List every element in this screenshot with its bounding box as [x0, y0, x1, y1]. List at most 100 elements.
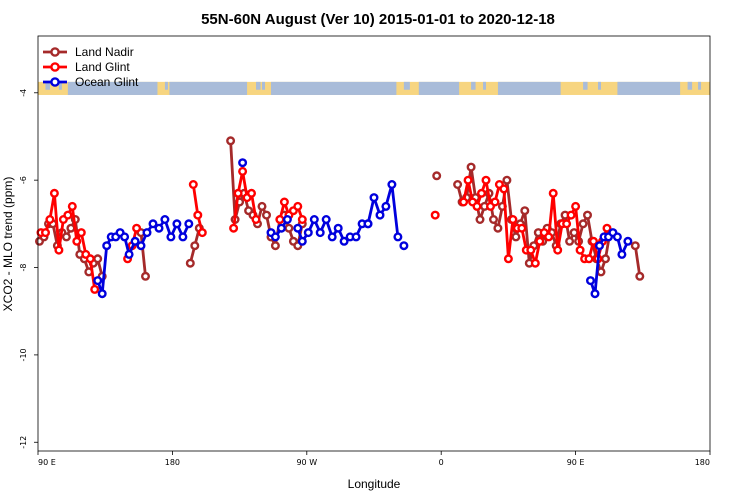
x-tick-label: 180	[165, 458, 180, 467]
series-layer	[35, 136, 645, 299]
data-point	[140, 271, 150, 281]
strip-ocean-speck	[45, 81, 50, 90]
data-point	[160, 214, 170, 224]
data-point	[612, 232, 622, 242]
data-point	[154, 223, 164, 233]
data-point	[490, 197, 500, 207]
data-point	[130, 236, 140, 246]
data-point	[124, 249, 134, 259]
data-point	[61, 232, 71, 242]
data-point	[72, 236, 82, 246]
land-ocean-strip	[38, 81, 710, 95]
data-point	[459, 197, 469, 207]
y-tick-label: -4	[19, 89, 28, 97]
data-point	[279, 197, 289, 207]
data-point	[544, 232, 554, 242]
data-point	[315, 228, 325, 238]
legend-item: Land Glint	[43, 60, 130, 74]
data-point	[136, 241, 146, 251]
data-point	[262, 210, 272, 220]
data-point	[142, 228, 152, 238]
y-axis: -4 -6 -8 -10 -12	[19, 89, 38, 449]
data-point	[477, 188, 487, 198]
data-point	[226, 136, 236, 146]
data-point	[293, 201, 303, 211]
data-point	[270, 241, 280, 251]
data-point	[85, 254, 95, 264]
data-point	[430, 210, 440, 220]
strip-ocean-band	[67, 81, 158, 95]
data-point	[502, 175, 512, 185]
series-line	[366, 183, 400, 238]
chart-title: 55N-60N August (Ver 10) 2015-01-01 to 20…	[201, 11, 555, 28]
data-point	[369, 193, 379, 203]
data-point	[321, 214, 331, 224]
x-tick-label: 90 E	[567, 458, 585, 467]
data-point	[466, 162, 476, 172]
x-axis-label: Longitude	[348, 477, 401, 491]
strip-ocean-speck	[698, 81, 702, 90]
data-point	[575, 245, 585, 255]
data-point	[132, 223, 142, 233]
data-point	[472, 201, 482, 211]
data-point	[188, 179, 198, 189]
data-point	[520, 206, 530, 216]
data-point	[586, 276, 596, 286]
data-point	[297, 214, 307, 224]
strip-ocean-speck	[483, 81, 487, 90]
data-point	[635, 271, 645, 281]
data-point	[63, 210, 73, 220]
data-point	[45, 214, 55, 224]
data-point	[54, 245, 64, 255]
data-point	[333, 223, 343, 233]
data-point	[339, 236, 349, 246]
data-point	[499, 184, 509, 194]
legend-swatch-marker	[50, 62, 60, 72]
data-point	[251, 214, 261, 224]
strip-ocean-speck	[58, 81, 62, 90]
data-point	[197, 228, 207, 238]
data-point	[303, 228, 313, 238]
data-point	[463, 175, 473, 185]
strip-ocean-speck	[687, 81, 693, 90]
data-point	[508, 214, 518, 224]
data-point	[481, 175, 491, 185]
data-point	[623, 236, 633, 246]
data-point	[93, 254, 103, 264]
data-point	[49, 188, 59, 198]
data-point	[93, 276, 103, 286]
data-point	[238, 166, 248, 176]
data-point	[393, 232, 403, 242]
strip-ocean-band	[169, 81, 248, 95]
x-axis: 90 E 180 90 W 0 90 E 180	[37, 451, 711, 467]
data-point	[571, 201, 581, 211]
series-line	[139, 232, 147, 277]
data-point	[363, 219, 373, 229]
data-point	[293, 223, 303, 233]
data-point	[553, 245, 563, 255]
data-point	[120, 232, 130, 242]
y-tick-label: -12	[19, 436, 28, 449]
data-point	[246, 188, 256, 198]
strip-ocean-speck	[583, 81, 588, 90]
legend-label: Ocean Glint	[75, 75, 139, 89]
data-point	[565, 236, 575, 246]
data-point	[327, 232, 337, 242]
series-line	[633, 245, 642, 277]
x-tick-label: 90 W	[296, 458, 317, 467]
data-point	[399, 241, 409, 251]
y-tick-label: -6	[19, 176, 28, 184]
data-point	[238, 158, 248, 168]
data-point	[351, 232, 361, 242]
data-point	[41, 228, 51, 238]
x-tick-label: 180	[695, 458, 710, 467]
data-point	[172, 219, 182, 229]
y-axis-label: XCO2 - MLO trend (ppm)	[1, 177, 15, 312]
strip-ocean-speck	[471, 81, 476, 90]
x-tick-label: 0	[439, 458, 444, 467]
legend-item: Ocean Glint	[43, 75, 139, 89]
data-point	[76, 228, 86, 238]
data-point	[511, 232, 521, 242]
data-point	[493, 223, 503, 233]
